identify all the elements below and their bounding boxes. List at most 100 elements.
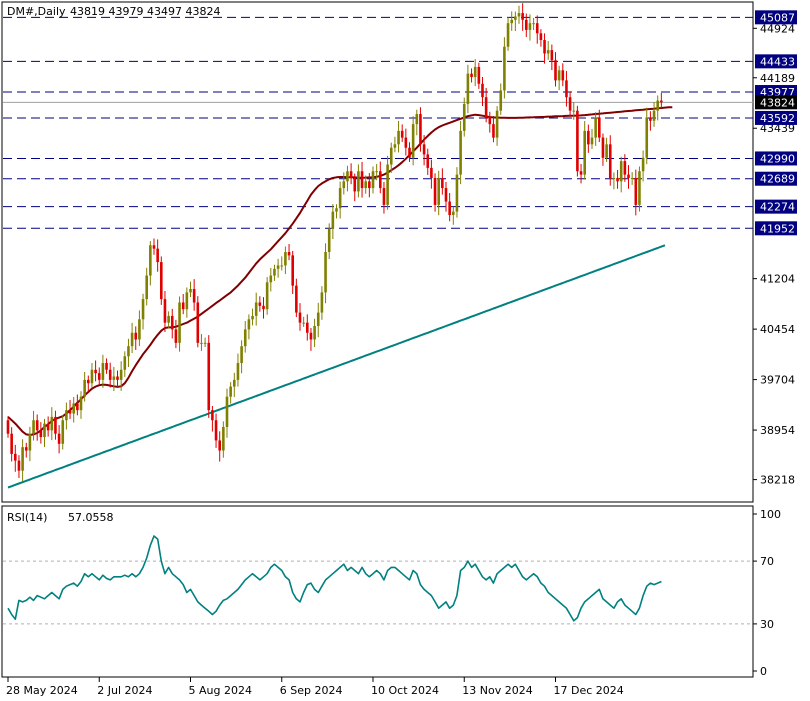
ma-fast-line <box>7 106 673 436</box>
candle-body-up <box>514 16 517 20</box>
candle-body-up <box>138 319 141 340</box>
rsi-panel-frame <box>1 505 754 678</box>
candle-body-up <box>90 369 94 384</box>
candle-body-down <box>444 188 448 202</box>
candle-body-up <box>645 117 649 158</box>
candle-body-up <box>273 268 276 276</box>
candle-body-down <box>10 433 13 454</box>
candle-body-up <box>284 252 287 266</box>
candle-body-down <box>170 315 174 330</box>
candle-body-down <box>634 177 638 205</box>
candle-body-down <box>535 23 539 34</box>
candle-body-up <box>338 188 342 209</box>
candle-body-up <box>364 181 367 189</box>
candle-body-up <box>499 90 503 111</box>
candle-body-up <box>233 379 236 387</box>
candle-body-down <box>400 130 404 138</box>
candle-body-up <box>506 23 510 47</box>
candle-body-down <box>287 252 291 256</box>
rsi-title: RSI(14) <box>7 511 47 524</box>
candle-body-down <box>539 33 543 41</box>
price-level-badge <box>755 10 797 25</box>
candle-body-down <box>309 332 313 340</box>
price-level-value: 41952 <box>760 222 795 235</box>
candle-body-up <box>276 265 280 269</box>
candle-body-down <box>46 423 50 431</box>
candle-body-down <box>554 60 557 81</box>
price-level-value: 45087 <box>760 11 795 24</box>
candle-body-up <box>247 319 251 330</box>
candle-body-up <box>123 356 127 370</box>
candle-body-down <box>306 322 309 333</box>
candle-body-down <box>207 342 211 411</box>
candle-body-down <box>295 285 298 313</box>
candle-body-down <box>211 410 214 421</box>
rsi-tick-label: 0 <box>760 665 767 678</box>
time-tick-label: 17 Dec 2024 <box>554 684 624 697</box>
candle-body-up <box>590 137 594 145</box>
candle-body-up <box>130 332 134 347</box>
price-level-value: 42689 <box>760 173 795 186</box>
candle-body-down <box>152 245 156 249</box>
candle-body-down <box>492 124 495 138</box>
candle-body-up <box>557 70 561 81</box>
price-tick-label: 40454 <box>760 323 795 336</box>
rsi-tick-label: 30 <box>760 618 774 631</box>
candle-body-up <box>32 420 35 434</box>
rsi-value: 57.0558 <box>68 511 114 524</box>
candle-body-down <box>192 289 196 303</box>
candle-body-down <box>470 73 473 78</box>
candle-body-up <box>72 403 75 414</box>
candle-body-down <box>598 117 601 138</box>
candle-body-down <box>14 453 17 461</box>
time-tick-label: 2 Jul 2024 <box>97 684 152 697</box>
candle-body-down <box>76 403 79 411</box>
candle-body-up <box>375 171 378 173</box>
candle-body-up <box>178 302 181 343</box>
candle-body-up <box>327 228 331 252</box>
candle-body-up <box>641 157 645 172</box>
candle-body-down <box>174 329 178 343</box>
candle-body-up <box>415 114 419 125</box>
candle-body-up <box>240 346 243 364</box>
candle-body-down <box>24 447 28 451</box>
candle-body-down <box>39 430 43 438</box>
candle-body-down <box>94 369 97 374</box>
candle-body-up <box>83 379 86 397</box>
candle-body-down <box>291 255 294 286</box>
candle-body-up <box>503 46 506 91</box>
candle-body-down <box>57 433 61 444</box>
rsi-reference-lines <box>3 560 753 625</box>
candle-body-down <box>54 416 57 434</box>
candle-body-down <box>623 161 627 175</box>
candle-body-up <box>612 177 616 179</box>
candle-body-up <box>313 326 316 340</box>
candle-body-down <box>262 305 265 310</box>
candle-body-up <box>112 376 116 380</box>
candle-body-up <box>200 342 203 344</box>
candle-body-up <box>65 410 68 421</box>
candle-body-down <box>587 130 590 145</box>
candle-body-down <box>214 420 218 441</box>
price-level-value: 44433 <box>760 55 795 68</box>
candle-body-down <box>108 369 112 380</box>
candle-body-down <box>105 363 108 370</box>
candle-body-up <box>243 329 247 347</box>
candle-body-down <box>543 40 546 54</box>
price-tick-label: 38954 <box>760 424 795 437</box>
candle-body-up <box>149 245 152 276</box>
candle-body-up <box>546 50 550 54</box>
current-price-badge <box>755 95 797 110</box>
candle-body-up <box>630 177 634 179</box>
candle-body-up <box>50 416 54 431</box>
candle-body-down <box>360 171 364 189</box>
candle-body-down <box>163 299 167 323</box>
candle-body-up <box>316 312 320 327</box>
candle-body-down <box>477 66 481 84</box>
candle-body-up <box>28 433 32 451</box>
candle-body-down <box>181 302 185 310</box>
candle-body-up <box>619 161 623 182</box>
candle-body-down <box>156 248 159 263</box>
